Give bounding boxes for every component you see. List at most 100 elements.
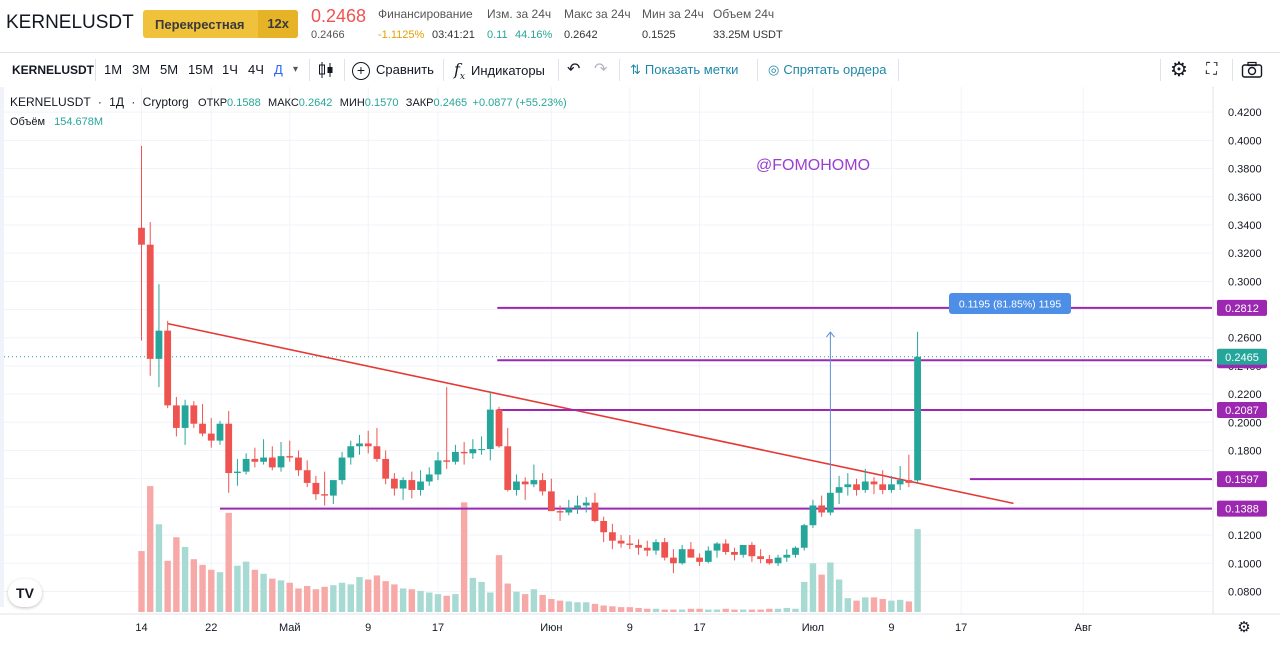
volume-bar — [338, 582, 346, 612]
margin-mode-button[interactable]: Перекрестная 12x — [143, 10, 298, 38]
candle-body — [242, 458, 250, 472]
legend-change: +0.0877 (+55.23%) — [472, 97, 567, 109]
volume-bar — [539, 594, 546, 612]
time-tick-label: 17 — [693, 622, 705, 634]
volume-bar — [739, 609, 747, 612]
compare-button[interactable]: + Сравнить — [352, 53, 434, 87]
hide-orders-button[interactable]: ◎ Спрятать ордера — [768, 53, 886, 87]
volume-bar — [295, 588, 302, 612]
price-tick-label: 0.0800 — [1228, 586, 1262, 598]
volume-bar — [774, 608, 782, 612]
candle-body — [207, 433, 215, 441]
volume-bar — [548, 599, 555, 612]
measure-label: 0.1195 (81.85%) 1195 — [959, 299, 1062, 311]
price-chart[interactable]: 0.1195 (81.85%) 1195 0.4200 0.4000 0.3800 0.… — [0, 87, 1280, 648]
level-price-label: 0.1597 — [1225, 474, 1259, 486]
undo-icon[interactable]: ↶ — [567, 61, 581, 78]
candle-body — [434, 460, 442, 475]
level-price-tag — [1217, 299, 1267, 316]
fullscreen-icon[interactable]: ⛶ — [1206, 61, 1218, 78]
price-tick-label: 0.3200 — [1228, 248, 1262, 260]
volume-bar — [705, 609, 712, 612]
legend-close-label: ЗАКР — [405, 97, 434, 109]
toolbar-divider — [95, 59, 96, 81]
candle-body — [626, 543, 634, 545]
funding-timer: 03:41:21 — [432, 29, 475, 41]
volume-bar — [225, 512, 232, 612]
volume-legend: Объём 154.678M — [10, 116, 103, 128]
candle-body — [312, 482, 320, 495]
symbol-title[interactable]: KERNELUSDT — [6, 12, 134, 33]
volume-bar — [286, 582, 293, 612]
volume-bar — [408, 589, 416, 612]
interval-5m[interactable]: 5M — [160, 62, 179, 77]
candle-body — [888, 484, 895, 490]
volume-bar — [208, 569, 215, 612]
interval-1h[interactable]: 1Ч — [222, 62, 238, 77]
candle-body — [565, 508, 573, 513]
volume-bar — [687, 608, 695, 612]
candle-body — [321, 494, 329, 496]
candles-icon[interactable] — [318, 53, 338, 87]
volume-bar — [260, 573, 267, 612]
trendline[interactable] — [167, 322, 1014, 505]
volume-bar — [478, 581, 485, 612]
axis-gear-icon[interactable]: ⚙ — [1237, 619, 1250, 636]
gear-icon[interactable]: ⚙ — [1170, 59, 1188, 81]
funding-rate: -1.1125% — [378, 29, 425, 41]
market-header: KERNELUSDT Перекрестная 12x 0.2468 0.246… — [0, 0, 1280, 50]
volume-bar — [399, 588, 407, 612]
candle-body — [722, 543, 730, 552]
volume-bar — [269, 578, 276, 612]
candle-body — [809, 505, 817, 526]
candle-body — [382, 458, 390, 479]
candle-body — [356, 443, 363, 447]
chevron-down-icon[interactable]: ▾ — [293, 64, 299, 75]
volume-bar — [382, 581, 389, 612]
toolbar-divider — [558, 59, 559, 81]
interval-1m[interactable]: 1M — [104, 62, 123, 77]
volume-bar — [426, 592, 433, 612]
candle-body — [704, 550, 712, 562]
candle-body — [783, 554, 791, 558]
volume-bar — [495, 555, 503, 612]
price-tick-label: 0.2000 — [1228, 417, 1262, 429]
volume-bar — [530, 589, 538, 612]
volume-bar — [181, 547, 189, 612]
camera-icon[interactable] — [1241, 53, 1263, 87]
volume-bar — [356, 577, 363, 612]
candle-body — [172, 405, 180, 428]
eye-icon: ◎ — [768, 62, 780, 77]
volume-bar — [216, 572, 224, 612]
legend-high: 0.2642 — [298, 97, 333, 109]
show-marks-button[interactable]: ⇅ Показать метки — [630, 53, 738, 87]
redo-icon[interactable]: ↷ — [594, 61, 608, 78]
candle-body — [425, 474, 433, 482]
volume-bar — [277, 580, 285, 612]
leverage-button[interactable]: 12x — [258, 10, 298, 38]
candle-body — [225, 423, 233, 474]
indicators-button[interactable]: fx Индикаторы — [454, 53, 545, 87]
interval-3m[interactable]: 3M — [132, 62, 151, 77]
interval-1d[interactable]: Д — [274, 62, 283, 77]
volume-bar — [391, 584, 398, 612]
volume-bar — [809, 563, 817, 612]
candle-body — [844, 484, 852, 488]
time-tick-label: 17 — [432, 622, 444, 634]
volume-bar — [792, 608, 799, 612]
volume-bar — [155, 524, 163, 612]
volume-bar — [321, 586, 328, 612]
volume-bar — [835, 579, 843, 612]
toolbar-symbol[interactable]: KERNELUSDT — [12, 63, 95, 77]
change-24h-pct: 44.16% — [515, 29, 553, 41]
watermark-text: @FOMOHOMO — [756, 157, 871, 174]
candle-body — [234, 471, 241, 474]
time-tick-label: Июн — [540, 622, 562, 634]
volume-bar — [574, 602, 581, 612]
volume-bar — [513, 591, 520, 612]
candle-body — [635, 544, 642, 548]
interval-15m[interactable]: 15M — [188, 62, 214, 77]
interval-4h[interactable]: 4Ч — [248, 62, 264, 77]
plot-background — [4, 87, 1212, 601]
volume-bar — [635, 607, 642, 612]
